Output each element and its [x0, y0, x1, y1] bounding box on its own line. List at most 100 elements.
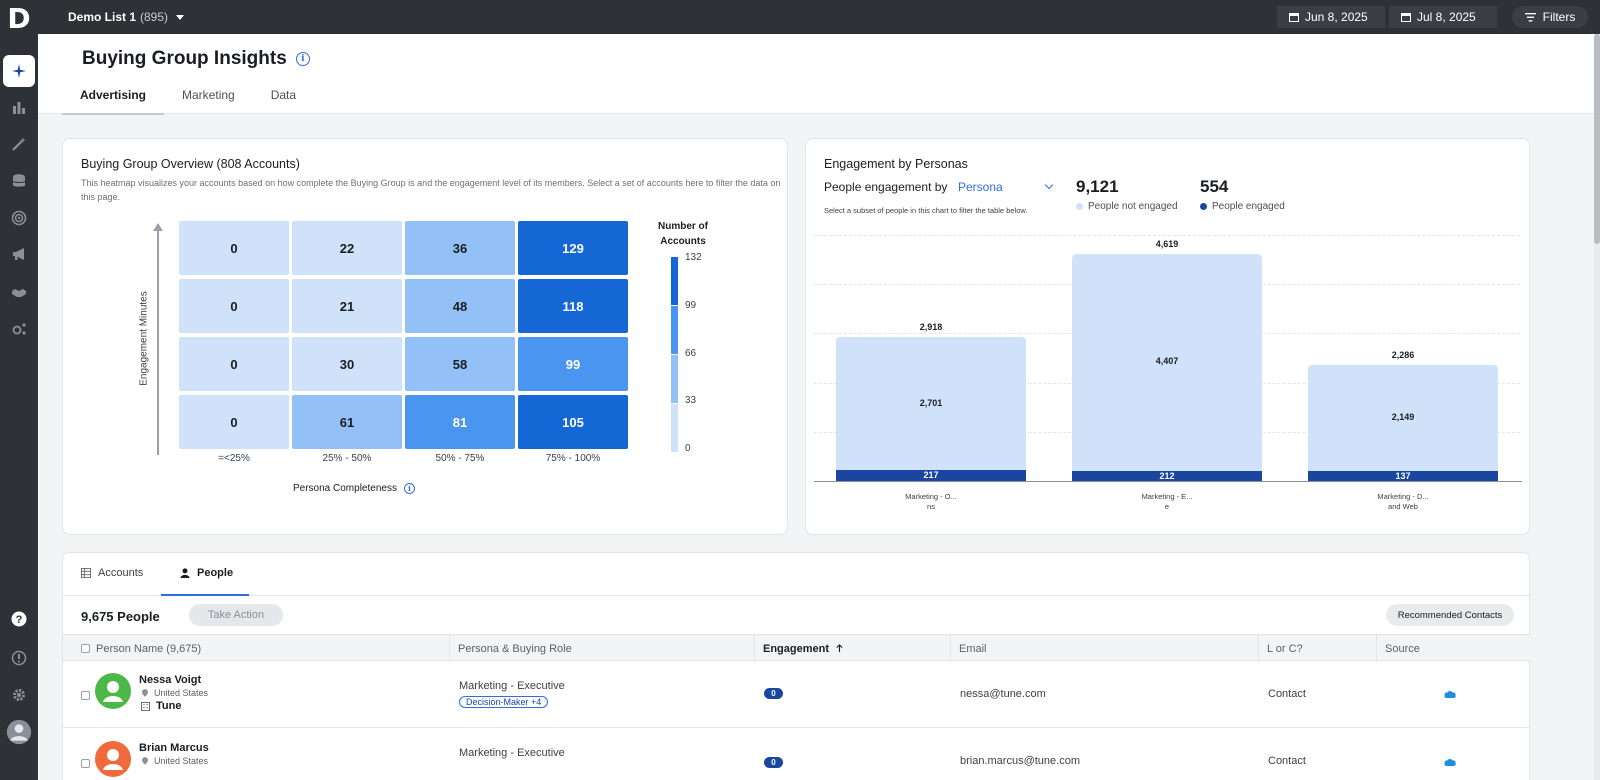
heatmap-cell[interactable]: 36 [405, 221, 515, 275]
x-tick-label: 75% - 100% [545, 453, 601, 464]
person-location: United States [142, 688, 208, 698]
heatmap-cell[interactable]: 58 [405, 337, 515, 391]
heatmap-cell[interactable]: 118 [518, 279, 628, 333]
bar-chart-icon[interactable] [6, 94, 32, 120]
buying-group-overview-card: Buying Group Overview (808 Accounts) Thi… [62, 138, 788, 535]
table-row[interactable]: Brian Marcus United States Marketing - E… [63, 729, 1531, 780]
engagement-dimension-select[interactable]: Persona [958, 180, 1056, 194]
legend-tick: 66 [685, 348, 697, 359]
legend-tick: 0 [685, 443, 691, 454]
app-logo[interactable]: D [7, 2, 31, 35]
lightbulb-icon[interactable] [6, 645, 32, 671]
bar-engaged[interactable]: 217 [836, 470, 1026, 481]
list-count: (895) [140, 10, 169, 24]
magic-wand-icon[interactable] [6, 131, 32, 157]
heatmap-cell[interactable]: 30 [292, 337, 402, 391]
overview-title: Buying Group Overview (808 Accounts) [81, 157, 300, 171]
email-text[interactable]: brian.marcus@tune.com [960, 755, 1080, 767]
list-selector[interactable]: Demo List 1 (895) [68, 10, 185, 24]
chevron-down-icon [1044, 180, 1054, 190]
heatmap-cell[interactable]: 22 [292, 221, 402, 275]
person-name[interactable]: Brian Marcus [139, 742, 209, 754]
heatmap-cell[interactable]: 105 [518, 395, 628, 449]
sort-ascending-icon[interactable] [835, 644, 844, 653]
heatmap-cell[interactable]: 21 [292, 279, 402, 333]
heatmap-cell[interactable]: 0 [179, 395, 289, 449]
stat-not-engaged: 9,121 People not engaged [1076, 177, 1178, 212]
date-end-picker[interactable]: Jul 8, 2025 [1389, 6, 1497, 28]
tab-accounts[interactable]: Accounts [81, 567, 143, 579]
sparkle-icon[interactable] [3, 55, 35, 87]
target-icon[interactable] [6, 205, 32, 231]
heatmap-cell[interactable]: 0 [179, 221, 289, 275]
gear-network-icon[interactable] [6, 316, 32, 342]
row-checkbox[interactable] [81, 691, 90, 700]
tab-advertising[interactable]: Advertising [62, 80, 165, 115]
heatmap-cell[interactable]: 0 [179, 337, 289, 391]
filters-button[interactable]: Filters [1512, 6, 1588, 28]
bar-engaged[interactable]: 212 [1072, 470, 1262, 481]
stat-engaged: 554 People engaged [1200, 177, 1285, 212]
column-engagement[interactable]: Engagement [754, 635, 950, 662]
top-bar: Demo List 1 (895) Jun 8, 2025 Jul 8, 202… [38, 0, 1600, 34]
tab-people[interactable]: People [180, 567, 233, 579]
recommended-contacts-button[interactable]: Recommended Contacts [1386, 604, 1514, 626]
column-email[interactable]: Email [950, 635, 1258, 662]
tab-marketing[interactable]: Marketing [182, 88, 235, 102]
filter-icon [1524, 12, 1536, 22]
help-icon[interactable]: ? [6, 606, 32, 632]
avatar [95, 741, 131, 777]
bar-total-label: 2,286 [1391, 350, 1415, 361]
person-company[interactable]: Tune [141, 700, 181, 712]
row-checkbox[interactable] [81, 759, 90, 768]
bar-not-engaged[interactable] [1308, 365, 1498, 471]
database-icon[interactable] [6, 168, 32, 194]
heatmap-cell[interactable]: 48 [405, 279, 515, 333]
user-avatar-icon[interactable] [4, 717, 34, 747]
bar-not-engaged[interactable] [836, 337, 1026, 471]
page-header: Buying Group Insights i Advertising Mark… [38, 34, 1600, 115]
salesforce-cloud-icon[interactable] [1444, 758, 1456, 766]
table-header: Person Name (9,675) Persona & Buying Rol… [63, 634, 1531, 662]
y-axis-label: Engagement Minutes [138, 291, 150, 386]
handshake-icon[interactable] [6, 280, 32, 306]
table-row[interactable]: Nessa Voigt United States Tune Marketing… [63, 661, 1531, 728]
bar-engaged[interactable]: 137 [1308, 471, 1498, 481]
column-person-name[interactable]: Person Name (9,675) [73, 635, 448, 662]
info-icon[interactable]: i [295, 52, 310, 66]
heatmap-cell[interactable]: 61 [292, 395, 402, 449]
tab-data[interactable]: Data [270, 88, 297, 102]
buying-role-tag[interactable]: Decision-Maker +4 [459, 696, 549, 708]
date-end: Jul 8, 2025 [1417, 10, 1476, 24]
column-source[interactable]: Source [1376, 635, 1531, 662]
take-action-button[interactable]: Take Action [189, 604, 283, 626]
calendar-icon [1289, 13, 1299, 22]
list-name: Demo List 1 [68, 10, 137, 24]
person-silhouette-icon [103, 681, 123, 702]
heatmap-cell[interactable]: 129 [518, 221, 628, 275]
column-persona[interactable]: Persona & Buying Role [449, 635, 754, 662]
x-tick-label: =<25% [218, 453, 250, 464]
page-scrollbar[interactable] [1594, 34, 1600, 780]
salesforce-cloud-icon[interactable] [1444, 690, 1456, 698]
info-icon[interactable]: i [403, 483, 415, 494]
column-label: Person Name (9,675) [96, 642, 202, 655]
column-label: Email [959, 642, 987, 655]
heatmap-cell[interactable]: 99 [518, 337, 628, 391]
scrollbar-thumb[interactable] [1594, 34, 1600, 244]
x-tick-line: Marketing - O... [905, 492, 957, 501]
person-name[interactable]: Nessa Voigt [139, 674, 202, 686]
select-all-checkbox[interactable] [81, 644, 90, 653]
heatmap-cell[interactable]: 0 [179, 279, 289, 333]
engagement-badge: 0 [764, 688, 783, 699]
heatmap-cell[interactable]: 81 [405, 395, 515, 449]
bar-not-engaged[interactable] [1072, 253, 1262, 471]
column-lead-or-contact[interactable]: L or C? [1258, 635, 1376, 662]
legend-swatch [671, 404, 678, 452]
avatar [95, 673, 131, 709]
email-text[interactable]: nessa@tune.com [960, 688, 1046, 700]
x-tick-label: Marketing - O... ns [836, 492, 1026, 512]
megaphone-icon[interactable] [6, 241, 32, 267]
date-start-picker[interactable]: Jun 8, 2025 [1277, 6, 1385, 28]
settings-icon[interactable] [6, 682, 32, 708]
